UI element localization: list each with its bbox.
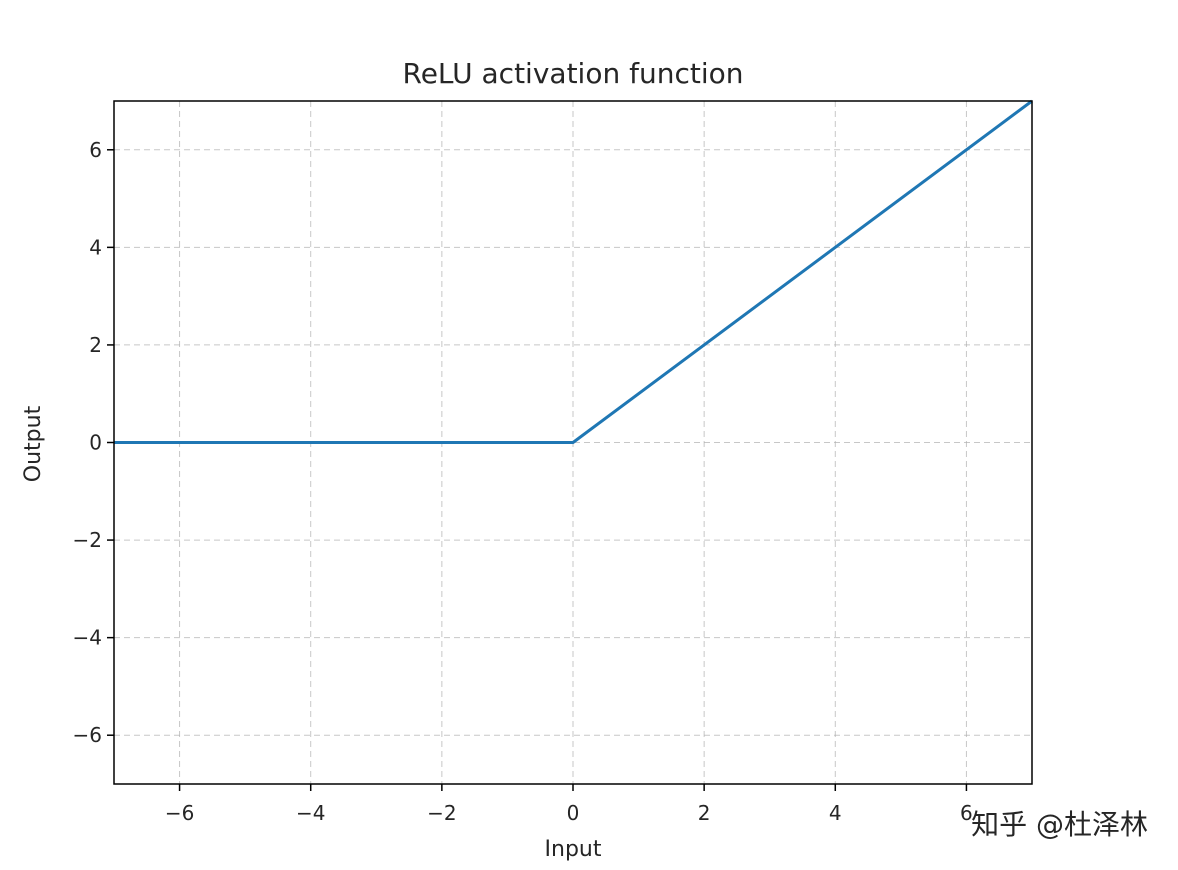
y-axis-label: Output xyxy=(21,405,46,482)
y-tick-label: −4 xyxy=(73,626,102,650)
watermark: 知乎 @杜泽林 xyxy=(971,808,1148,841)
x-tick-label: −6 xyxy=(165,801,194,825)
y-tick-label: 4 xyxy=(89,235,102,259)
x-tick-label: −4 xyxy=(296,801,325,825)
y-tick-label: −6 xyxy=(73,723,102,747)
x-tick-label: 4 xyxy=(829,801,842,825)
x-tick-label: 6 xyxy=(960,801,973,825)
y-ticks: −6 −4 −2 0 2 4 6 xyxy=(73,138,114,747)
x-tick-label: 2 xyxy=(698,801,711,825)
y-tick-label: 2 xyxy=(89,333,102,357)
y-tick-label: 0 xyxy=(89,431,102,455)
y-tick-label: −2 xyxy=(73,528,102,552)
relu-line xyxy=(114,99,1033,444)
x-axis-label: Input xyxy=(545,837,602,862)
series-layer xyxy=(114,99,1033,444)
x-tick-label: 0 xyxy=(567,801,580,825)
x-ticks: −6 −4 −2 0 2 4 6 xyxy=(165,784,973,825)
x-tick-label: −2 xyxy=(427,801,456,825)
chart-title: ReLU activation function xyxy=(403,57,744,90)
y-tick-label: 6 xyxy=(89,138,102,162)
